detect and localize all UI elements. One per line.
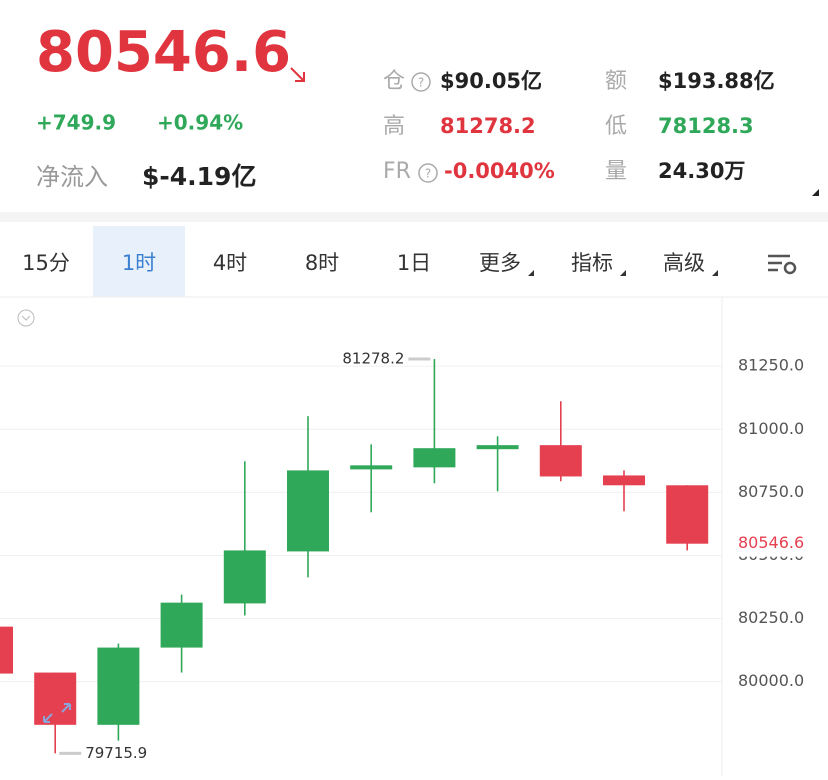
info-icon[interactable] (411, 72, 431, 92)
candle-body (34, 672, 77, 725)
stat-label: 仓 (383, 69, 405, 94)
y-tick-label: 80000.0 (738, 671, 804, 690)
y-tick-label: 80250.0 (738, 608, 804, 627)
stat-label: FR (383, 159, 411, 184)
stat-value: 81278.2 (440, 114, 536, 138)
info-icon-glyph: ? (425, 167, 431, 181)
stat-label: 额 (605, 69, 627, 94)
tab[interactable]: 1日 (397, 251, 431, 275)
price: 80546.6 (36, 20, 291, 85)
tab-selected-bg (93, 226, 185, 297)
tab[interactable]: 指标 (571, 251, 613, 275)
plot (0, 359, 709, 754)
dropdown-corner (620, 270, 626, 276)
candle-body (97, 647, 140, 725)
stat-value: $90.05亿 (440, 69, 542, 93)
tab[interactable]: 1时 (122, 251, 156, 275)
tab[interactable]: 15分 (22, 251, 70, 275)
candle-body (160, 602, 203, 648)
y-tick-label: 80750.0 (738, 482, 804, 501)
candle-body (0, 626, 13, 674)
candlestick-chart: 80000.080250.080500.080750.081000.081250… (0, 350, 824, 762)
separator (0, 212, 828, 222)
last-price-box (730, 530, 824, 557)
last-price-label: 80546.6 (738, 533, 804, 552)
dropdown-corner (712, 270, 718, 276)
candle-body (223, 550, 266, 604)
candle-body (539, 445, 582, 477)
net-inflow: $-4.19亿 (142, 162, 256, 191)
tab[interactable]: 更多 (479, 251, 521, 275)
stat-label: 低 (605, 114, 627, 139)
stat-label: 量 (605, 159, 627, 184)
candle-body (413, 448, 456, 468)
collapse-icon[interactable] (17, 309, 35, 327)
high-annotation: 81278.2 (342, 350, 404, 368)
stat-label: 高 (383, 114, 405, 139)
tab[interactable]: 高级 (663, 251, 705, 275)
tab[interactable]: 8时 (305, 251, 339, 275)
dropdown-corner (528, 270, 534, 276)
settings-icon[interactable] (768, 254, 797, 275)
collapse-chevron (21, 315, 31, 321)
candle-body (287, 470, 329, 552)
stat-value: $193.88亿 (658, 69, 775, 93)
y-tick-label: 81250.0 (738, 356, 804, 375)
stat-value: -0.0040% (444, 159, 555, 183)
tab[interactable]: 4时 (213, 251, 247, 275)
info-icon[interactable] (418, 163, 438, 183)
info-icon-glyph: ? (418, 76, 424, 90)
candle-body (350, 465, 393, 470)
tabs: 15分 1时 4时 8时 1日 更多 指标 高级 (22, 251, 718, 276)
expand-icon[interactable] (43, 703, 71, 723)
down-arrow (290, 67, 305, 82)
change-pct: +0.94% (157, 111, 243, 135)
expand-corner[interactable] (812, 189, 819, 196)
low-annotation: 79715.9 (85, 744, 147, 762)
candle-body (603, 475, 645, 486)
candle-body (476, 445, 519, 450)
change: +749.9 (36, 111, 116, 135)
stat-value: 24.30万 (658, 159, 745, 183)
stat-value: 78128.3 (658, 114, 754, 138)
candle-body (666, 485, 709, 544)
net-inflow-label: 净流入 (36, 163, 108, 191)
y-tick-label: 81000.0 (738, 419, 804, 438)
